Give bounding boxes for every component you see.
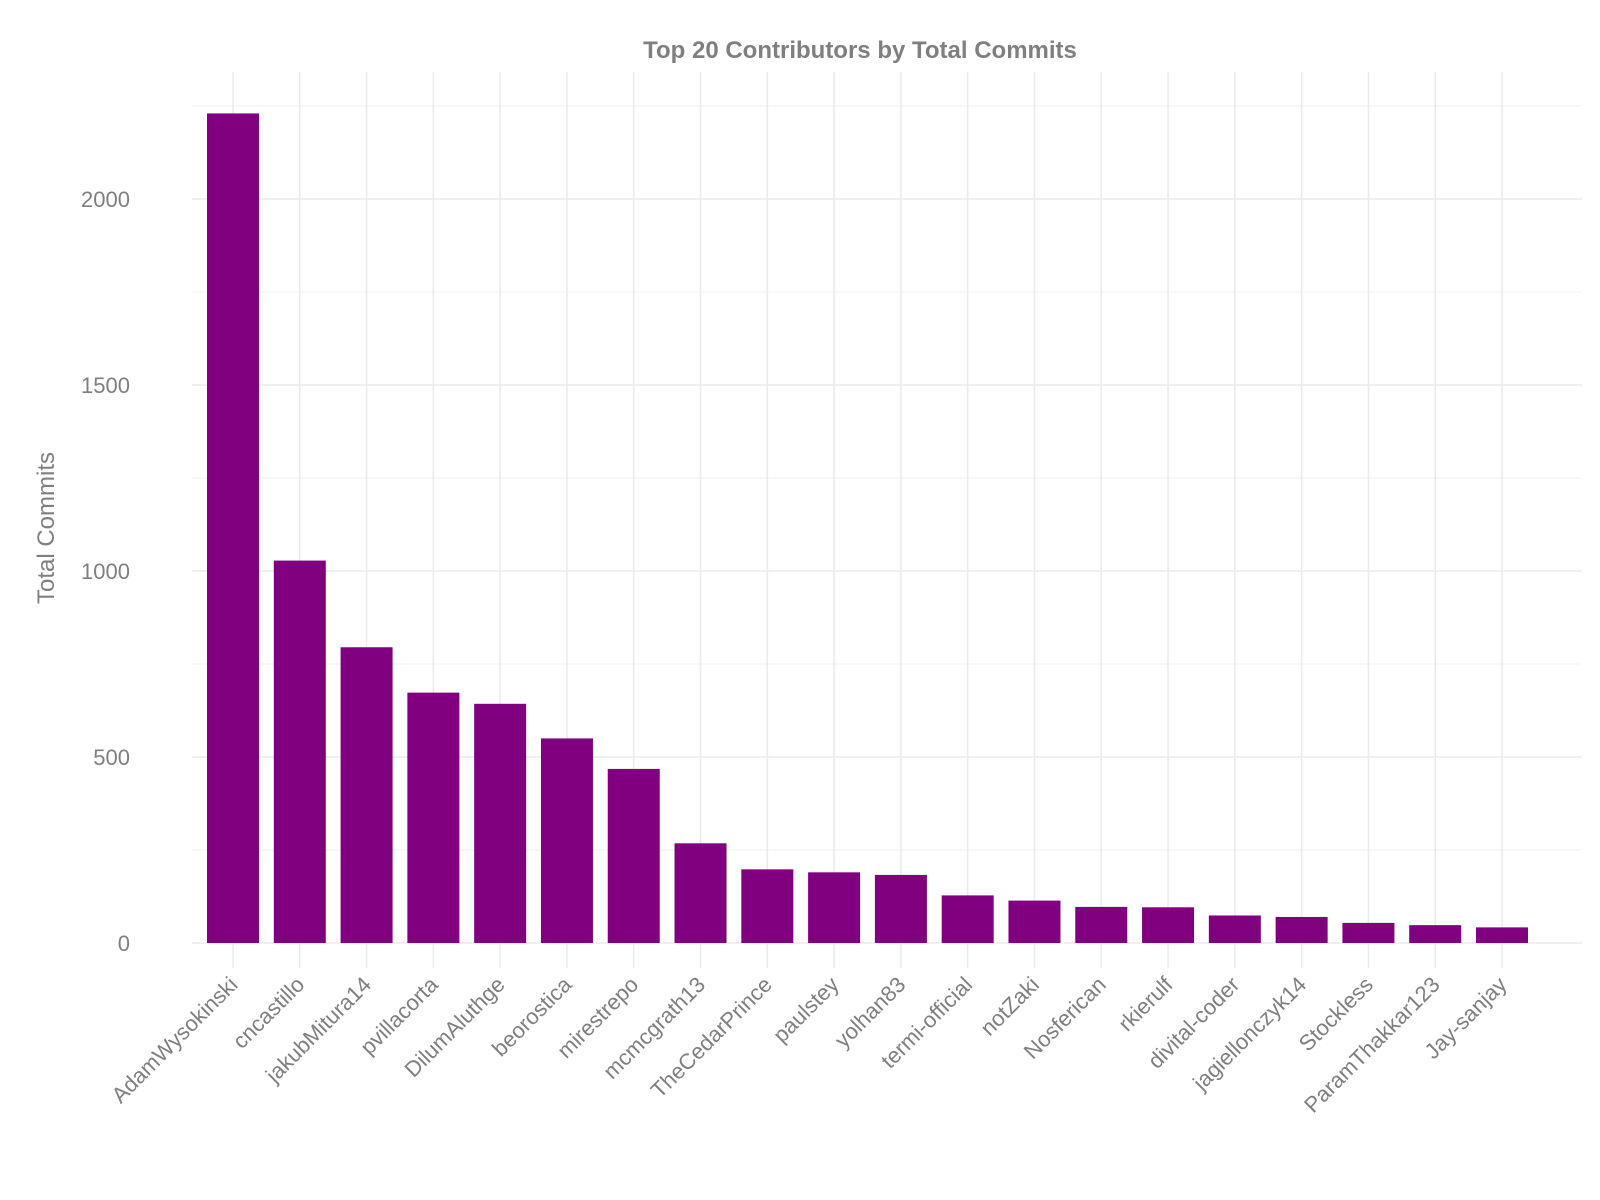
bar-Stockless [1342,922,1395,943]
y-tick-label: 2000 [81,187,130,212]
chart-title: Top 20 Contributors by Total Commits [643,37,1077,64]
y-tick-label: 1500 [81,373,130,398]
bar-Jay-sanjay [1476,927,1528,943]
y-tick-label: 0 [118,931,130,956]
bar-Nosferican [1075,906,1128,943]
bar-cncastillo [273,560,326,943]
x-tick-label: AdamWysokinski [107,972,243,1108]
y-tick-label: 1000 [81,559,130,584]
bar-ParamThakkar123 [1409,925,1462,943]
bar-yolhan83 [874,874,927,943]
y-axis-title: Total Commits [33,452,60,604]
bar-divital-coder [1208,915,1261,943]
bar-jagiellonczyk14 [1275,916,1328,943]
bar-AdamWysokinski [207,113,259,943]
bar-DilumAluthge [474,703,527,943]
y-axis-ticks: 0 500 1000 1500 2000 [81,187,130,956]
x-axis-ticks: AdamWysokinskicncastillojakubMitura14pvi… [107,971,1512,1117]
bar-beorostica [540,738,593,943]
x-tick-label: rkierulf [1113,971,1178,1036]
bar-jakubMitura14 [340,647,393,943]
x-tick-label: TheCedarPrince [646,972,777,1103]
bar-mcmcgrath13 [674,843,727,943]
bar-rkierulf [1142,907,1195,943]
bar-pvillacorta [407,692,460,943]
y-tick-label: 500 [93,745,130,770]
gridlines [192,72,1582,968]
bar-termi-official [941,895,994,943]
bars [207,113,1528,943]
bar-notZaki [1008,900,1061,943]
bar-TheCedarPrince [741,869,794,943]
x-tick-label: jagiellonczyk14 [1187,972,1311,1096]
bar-paulstey [808,872,861,943]
bar-mirestrepo [607,768,660,943]
